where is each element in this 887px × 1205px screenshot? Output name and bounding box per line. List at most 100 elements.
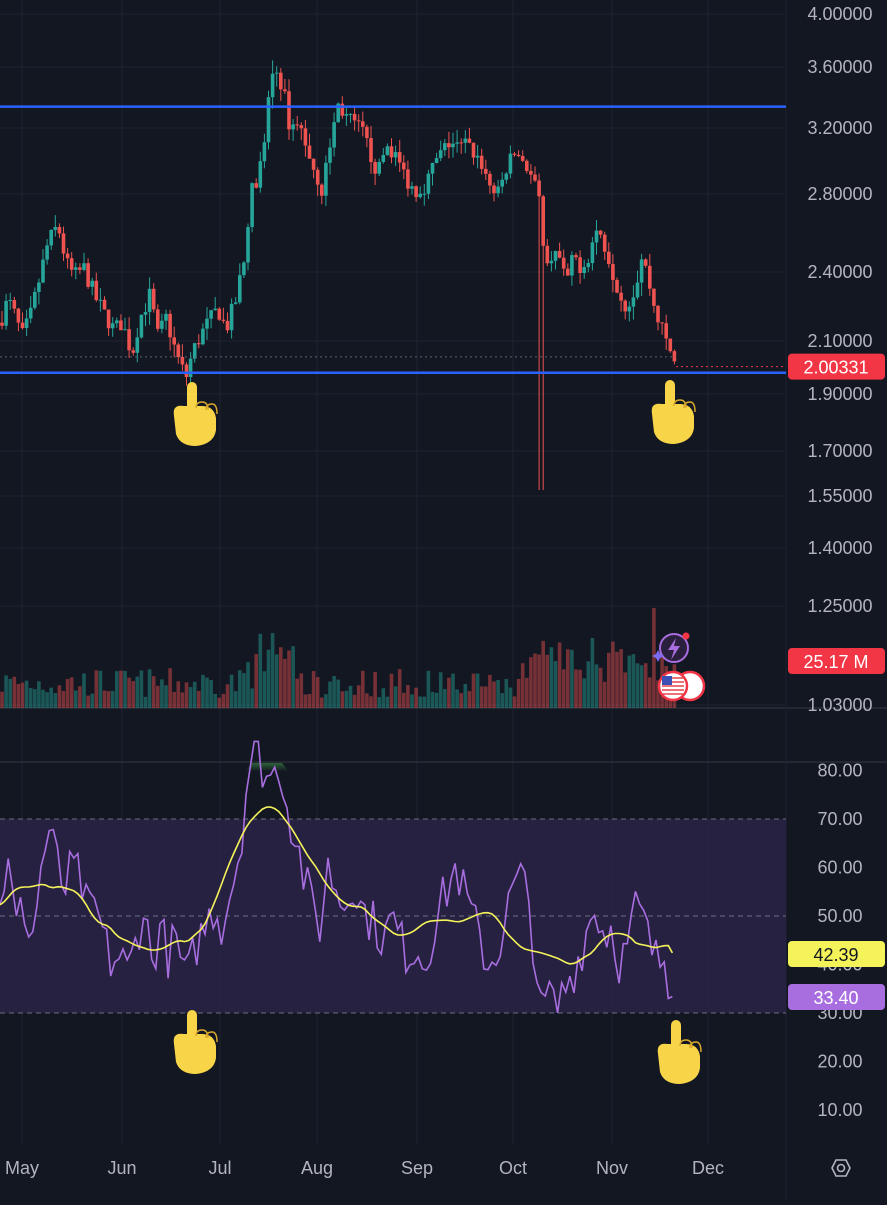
volume-bar	[455, 689, 459, 708]
candle-body	[4, 300, 8, 326]
candle-body	[344, 114, 349, 116]
settings-hexagon-dot[interactable]	[836, 1163, 846, 1173]
volume-bar	[619, 649, 623, 708]
candle-body	[406, 169, 410, 189]
volume-bar	[459, 693, 463, 708]
candle-body	[508, 153, 513, 174]
volume-bar	[356, 685, 361, 708]
candle-body	[594, 230, 599, 243]
candle-body	[320, 184, 324, 196]
volume-bar	[238, 670, 242, 708]
rsi-axis-tick: 20.00	[817, 1052, 862, 1072]
candle-body	[418, 193, 422, 198]
candle-body	[336, 103, 340, 123]
candle-body	[443, 143, 447, 151]
volume-bar	[90, 693, 94, 708]
volume-bar	[566, 649, 570, 708]
candle-body	[484, 168, 488, 174]
volume-bar	[492, 681, 496, 708]
horizontal-levels[interactable]	[0, 105, 786, 375]
volume-badge-bg	[788, 648, 885, 674]
lightning-event-icon[interactable]	[652, 632, 690, 663]
volume-bar	[414, 687, 418, 708]
candle-body	[65, 253, 70, 259]
volume-bar	[242, 673, 246, 708]
volume-bar	[529, 657, 533, 708]
volume-bar	[180, 692, 185, 708]
time-axis-label: Nov	[596, 1158, 628, 1178]
settings-hexagon[interactable]	[831, 1159, 851, 1177]
volume-bar	[451, 673, 455, 708]
candle-body	[643, 259, 648, 266]
candle-body	[12, 300, 17, 309]
hand-knuckle	[683, 401, 696, 413]
candle-body	[549, 260, 554, 264]
volume-bar	[479, 686, 484, 708]
volume-bar	[168, 668, 172, 708]
candle-body	[648, 265, 652, 289]
candle-body	[611, 264, 615, 280]
volume-bar	[402, 692, 406, 708]
time-axis-label: Jun	[107, 1158, 136, 1178]
volume-bar	[594, 664, 599, 708]
candle-body	[356, 120, 361, 122]
candle-body	[209, 310, 213, 319]
candle-body	[238, 275, 242, 303]
candle-body	[455, 142, 459, 144]
volume-bar	[627, 655, 632, 708]
volume-bar	[188, 687, 193, 708]
price-axis-tick: 1.40000	[807, 538, 872, 558]
volume-bar	[631, 654, 636, 708]
volume-bar	[553, 661, 558, 708]
candle-body	[324, 162, 328, 196]
candle-body	[78, 267, 82, 270]
volume-bar	[20, 682, 25, 708]
volume-bar	[205, 677, 209, 708]
volume-badge-text: 25.17 M	[803, 652, 868, 672]
time-axis-label: Aug	[301, 1158, 333, 1178]
volume-bar	[127, 677, 131, 708]
candle-body	[533, 174, 537, 181]
candle-body	[598, 230, 603, 235]
volume-bar	[397, 669, 402, 708]
candle-body	[504, 173, 509, 180]
candle-body	[156, 309, 160, 329]
volume-bar	[279, 647, 283, 708]
volume-bar	[516, 678, 521, 708]
candle-body	[106, 309, 111, 329]
volume-bar	[643, 663, 648, 708]
volume-bar	[512, 696, 517, 708]
candle-body	[545, 245, 550, 264]
candle-body	[127, 329, 131, 351]
candle-body	[369, 138, 373, 162]
volume-bar	[361, 670, 365, 708]
candle-body	[176, 344, 181, 358]
volume-bar	[143, 696, 148, 708]
candle-body	[86, 263, 90, 287]
volume-bar	[45, 692, 49, 708]
candle-body	[139, 314, 144, 338]
candle-body	[266, 97, 271, 143]
volume-bar	[307, 694, 312, 708]
volume-bar	[164, 685, 168, 708]
candle-body	[672, 351, 677, 362]
candle-body	[525, 160, 529, 171]
volume-bar	[41, 689, 45, 708]
hand-finger	[665, 380, 675, 410]
volume-bar	[315, 677, 320, 708]
event-dot	[682, 632, 690, 640]
us-flag-icon[interactable]	[657, 670, 706, 702]
volume-bar	[172, 692, 176, 708]
settings-hexagon-icon[interactable]	[831, 1159, 851, 1177]
candle-body	[639, 259, 644, 283]
volume-bar	[53, 693, 58, 708]
candle-body	[660, 322, 664, 324]
candle-body	[283, 89, 287, 92]
candle-body	[201, 328, 205, 345]
candle-body	[315, 169, 320, 185]
hand-finger	[671, 1020, 681, 1050]
volume-bar	[578, 669, 582, 708]
volume-bar	[328, 681, 332, 708]
